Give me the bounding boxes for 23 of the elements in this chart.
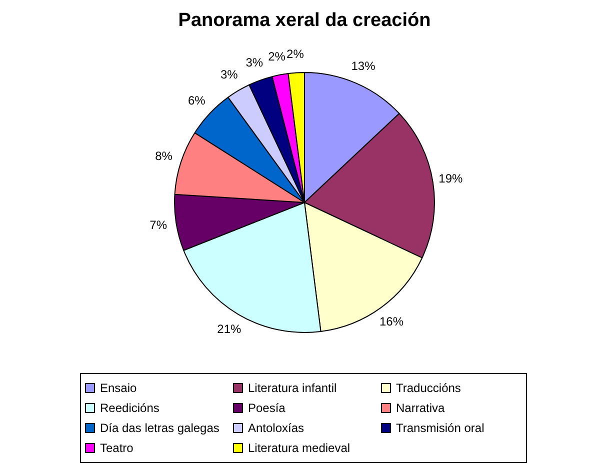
data-label: 2% xyxy=(286,47,304,62)
data-label: 7% xyxy=(150,218,168,232)
data-label: 8% xyxy=(155,149,173,164)
data-label: 3% xyxy=(246,56,264,70)
data-label: 13% xyxy=(351,58,376,73)
data-label: 3% xyxy=(220,67,238,82)
legend-label: Transmisión oral xyxy=(396,421,484,435)
data-label: 2% xyxy=(268,49,286,64)
legend-label: Reedicións xyxy=(100,401,160,415)
data-label: 6% xyxy=(188,94,206,108)
chart-title: Panorama xeral da creación xyxy=(177,10,432,32)
data-label: 21% xyxy=(217,322,242,336)
legend-label: Poesía xyxy=(248,401,286,415)
legend-label: Narrativa xyxy=(396,401,445,415)
legend-label: Ensaio xyxy=(100,381,137,395)
data-label: 16% xyxy=(379,314,404,329)
legend-label: Literatura medieval xyxy=(248,441,350,455)
legend-label: Traduccións xyxy=(396,381,461,395)
legend-label: Día das letras galegas xyxy=(100,421,220,435)
legend-label: Antoloxías xyxy=(248,421,304,435)
legend-label: Teatro xyxy=(100,441,134,455)
legend-label: Literatura infantil xyxy=(248,381,337,395)
data-label: 19% xyxy=(438,172,464,186)
